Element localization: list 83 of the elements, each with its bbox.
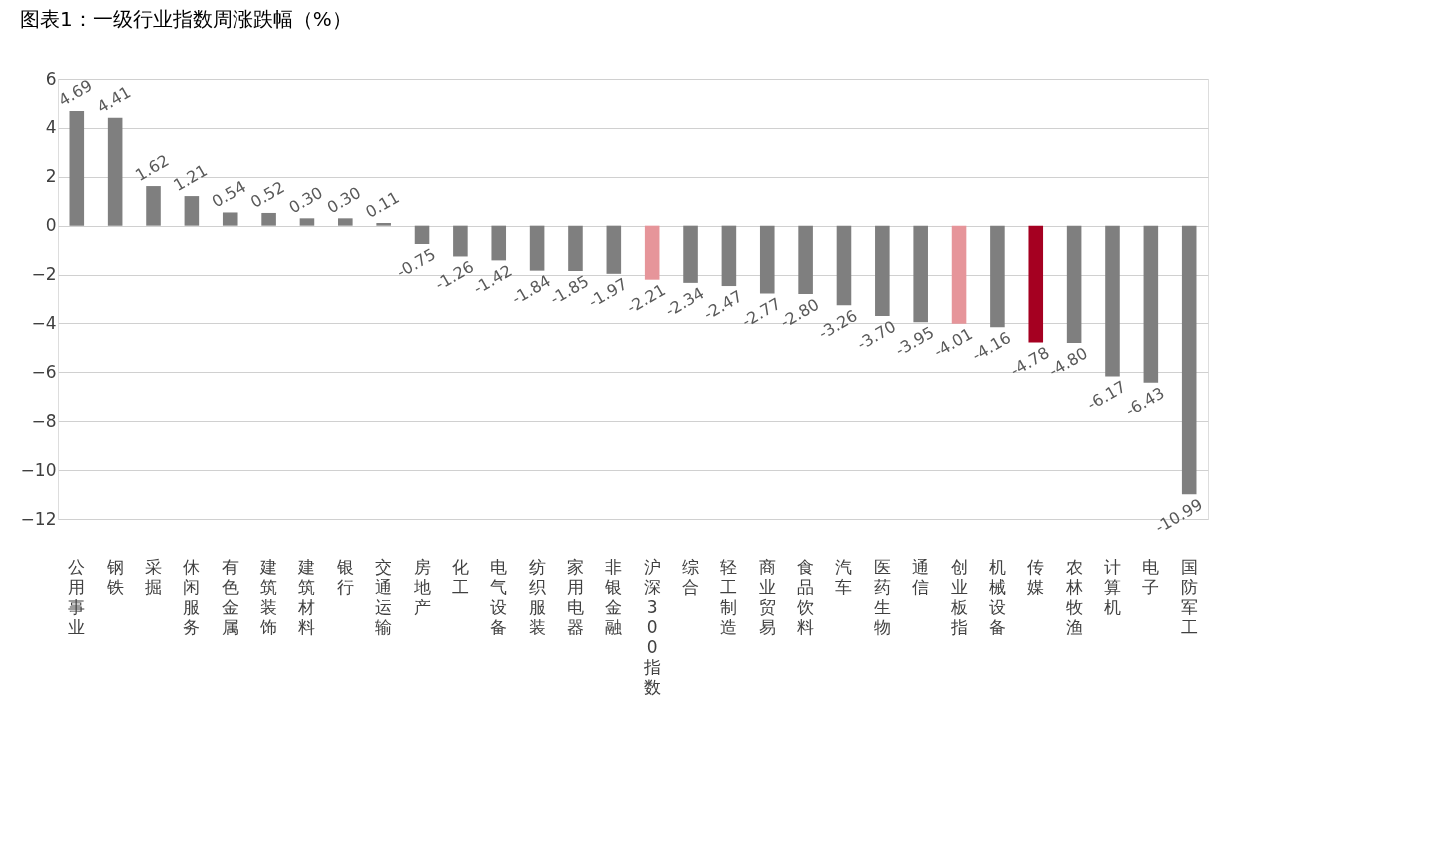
x-tick-label: 沪深300指数: [642, 556, 661, 697]
y-tick-label: −12: [20, 508, 57, 529]
x-tick-label: 综合: [682, 556, 700, 597]
data-label: 0.30: [323, 182, 365, 218]
data-label: 1.21: [170, 160, 211, 195]
chart-title: 图表1：一级行业指数周涨跌幅（%）: [20, 7, 352, 31]
data-label: 1.62: [132, 150, 173, 185]
bar: [683, 225, 698, 283]
data-label: 0.11: [362, 187, 403, 222]
bar: [951, 225, 967, 324]
bar: [338, 218, 353, 226]
bar: [1181, 225, 1197, 495]
data-label: 4.69: [55, 75, 96, 110]
data-label: 0.52: [247, 177, 288, 212]
bar: [1143, 225, 1159, 383]
data-label: 0.30: [285, 182, 326, 218]
bar: [875, 225, 890, 317]
bar: [299, 218, 315, 226]
x-tick-label: 计算机: [1103, 556, 1121, 617]
bar: [491, 225, 507, 261]
x-tick-label: 通信: [912, 556, 930, 597]
bar: [568, 225, 583, 271]
x-tick-label: 建筑装饰: [259, 556, 278, 637]
bar: [606, 225, 622, 274]
x-tick-label: 房地产: [412, 556, 431, 617]
y-tick-label: 4: [45, 117, 57, 138]
x-tick-label: 国防军工: [1180, 556, 1198, 637]
x-tick-label: 纺织服装: [528, 556, 546, 637]
x-tick-label: 公用事业: [68, 556, 86, 637]
x-tick-label: 轻工制造: [720, 556, 738, 637]
data-label: -6.43: [1122, 383, 1168, 421]
y-tick-label: −4: [31, 312, 57, 333]
x-tick-label: 机械设备: [988, 556, 1006, 637]
bar: [146, 186, 161, 226]
data-label: 4.41: [93, 82, 135, 117]
data-label: 0.54: [208, 177, 250, 212]
bar: [721, 225, 737, 287]
data-label: -0.75: [393, 244, 439, 282]
bar: [529, 225, 545, 271]
bar: [836, 225, 852, 306]
bar: [644, 225, 660, 280]
x-tick-label: 电气设备: [490, 556, 508, 637]
x-tick-label: 采掘: [145, 556, 163, 597]
bar: [261, 212, 276, 226]
x-tick-label: 银行: [335, 556, 354, 597]
y-tick-label: 2: [45, 166, 57, 187]
x-tick-label: 医药生物: [873, 556, 891, 637]
bar: [376, 222, 391, 226]
y-tick-label: −10: [20, 459, 57, 480]
bar: [1066, 225, 1082, 343]
x-tick-label: 食品饮料: [796, 556, 815, 637]
y-tick-label: 0: [45, 215, 57, 236]
bar: [453, 225, 468, 257]
bar: [222, 212, 238, 226]
bar: [1028, 225, 1044, 343]
x-tick-label: 有色金属: [221, 556, 239, 637]
x-tick-label: 休闲服务: [183, 556, 201, 637]
x-tick-label: 家用电器: [566, 556, 584, 637]
bar: [69, 111, 85, 226]
x-tick-label: 钢铁: [105, 556, 124, 597]
x-tick-label: 非银金融: [604, 556, 623, 637]
bar: [107, 117, 123, 226]
x-tick-label: 商业贸易: [758, 556, 776, 637]
data-label: -2.21: [623, 280, 669, 318]
bar: [759, 225, 775, 294]
bar: [913, 225, 928, 323]
y-tick-label: 6: [45, 68, 57, 89]
x-tick-label: 农林牧渔: [1064, 556, 1083, 637]
x-tick-label: 交通运输: [375, 556, 393, 637]
bar: [1105, 225, 1120, 377]
bar: [414, 225, 430, 244]
bar: [798, 225, 813, 295]
bar: [184, 196, 200, 226]
y-tick-label: −6: [31, 361, 57, 382]
x-tick-label: 汽车: [835, 556, 853, 597]
y-tick-label: −2: [31, 264, 57, 285]
x-tick-label: 创业板指: [949, 556, 968, 637]
y-tick-label: −8: [31, 410, 57, 431]
x-tick-label: 化工: [451, 556, 469, 597]
x-tick-label: 建筑材料: [297, 556, 316, 637]
bar: [990, 225, 1005, 328]
x-tick-label: 传媒: [1027, 556, 1045, 597]
x-tick-label: 电子: [1142, 556, 1160, 597]
